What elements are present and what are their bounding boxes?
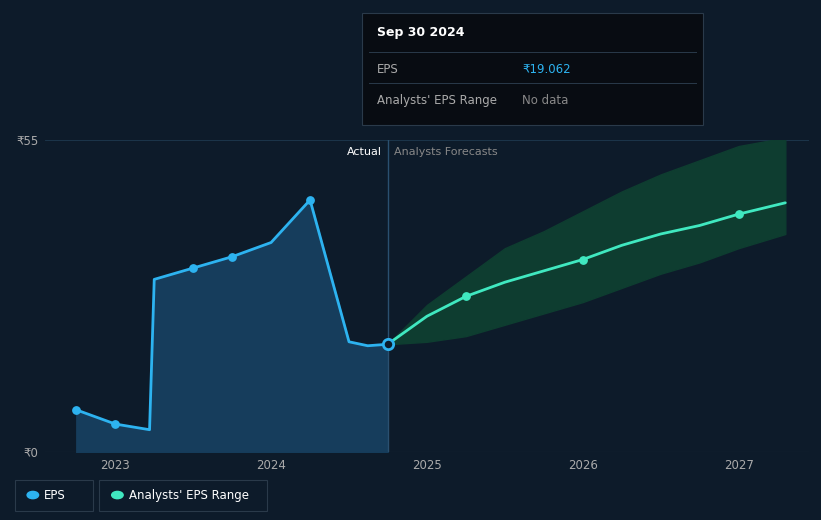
Text: Actual: Actual bbox=[346, 147, 382, 157]
Text: Analysts' EPS Range: Analysts' EPS Range bbox=[377, 94, 497, 107]
Point bbox=[381, 340, 394, 348]
Point bbox=[459, 292, 472, 301]
Text: Analysts' EPS Range: Analysts' EPS Range bbox=[129, 489, 249, 501]
Point bbox=[226, 253, 239, 261]
Text: ₹19.062: ₹19.062 bbox=[522, 63, 571, 75]
Point bbox=[732, 210, 745, 218]
Text: EPS: EPS bbox=[377, 63, 398, 75]
Text: Sep 30 2024: Sep 30 2024 bbox=[377, 26, 465, 40]
Point bbox=[576, 255, 589, 264]
Point bbox=[108, 420, 122, 428]
Text: Analysts Forecasts: Analysts Forecasts bbox=[394, 147, 498, 157]
Point bbox=[186, 264, 200, 272]
Point bbox=[381, 340, 394, 348]
Text: No data: No data bbox=[522, 94, 568, 107]
Point bbox=[304, 196, 317, 204]
Point bbox=[70, 406, 83, 414]
Text: EPS: EPS bbox=[44, 489, 66, 501]
